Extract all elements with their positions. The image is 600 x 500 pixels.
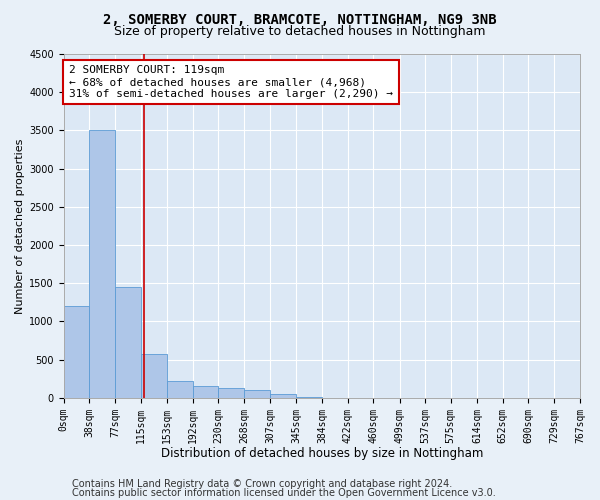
Text: Size of property relative to detached houses in Nottingham: Size of property relative to detached ho… [114, 25, 486, 38]
Bar [89, 130, 115, 398]
Bar [64, 306, 89, 398]
Text: Contains public sector information licensed under the Open Government Licence v3: Contains public sector information licen… [72, 488, 496, 498]
X-axis label: Distribution of detached houses by size in Nottingham: Distribution of detached houses by size … [161, 447, 483, 460]
Bar [115, 287, 141, 398]
Bar [141, 354, 167, 398]
Bar [244, 390, 271, 398]
Text: Contains HM Land Registry data © Crown copyright and database right 2024.: Contains HM Land Registry data © Crown c… [72, 479, 452, 489]
Bar [167, 381, 193, 398]
Y-axis label: Number of detached properties: Number of detached properties [15, 138, 25, 314]
Bar [271, 394, 296, 398]
Text: 2 SOMERBY COURT: 119sqm
← 68% of detached houses are smaller (4,968)
31% of semi: 2 SOMERBY COURT: 119sqm ← 68% of detache… [69, 66, 393, 98]
Bar [218, 388, 244, 398]
Text: 2, SOMERBY COURT, BRAMCOTE, NOTTINGHAM, NG9 3NB: 2, SOMERBY COURT, BRAMCOTE, NOTTINGHAM, … [103, 12, 497, 26]
Bar [193, 386, 218, 398]
